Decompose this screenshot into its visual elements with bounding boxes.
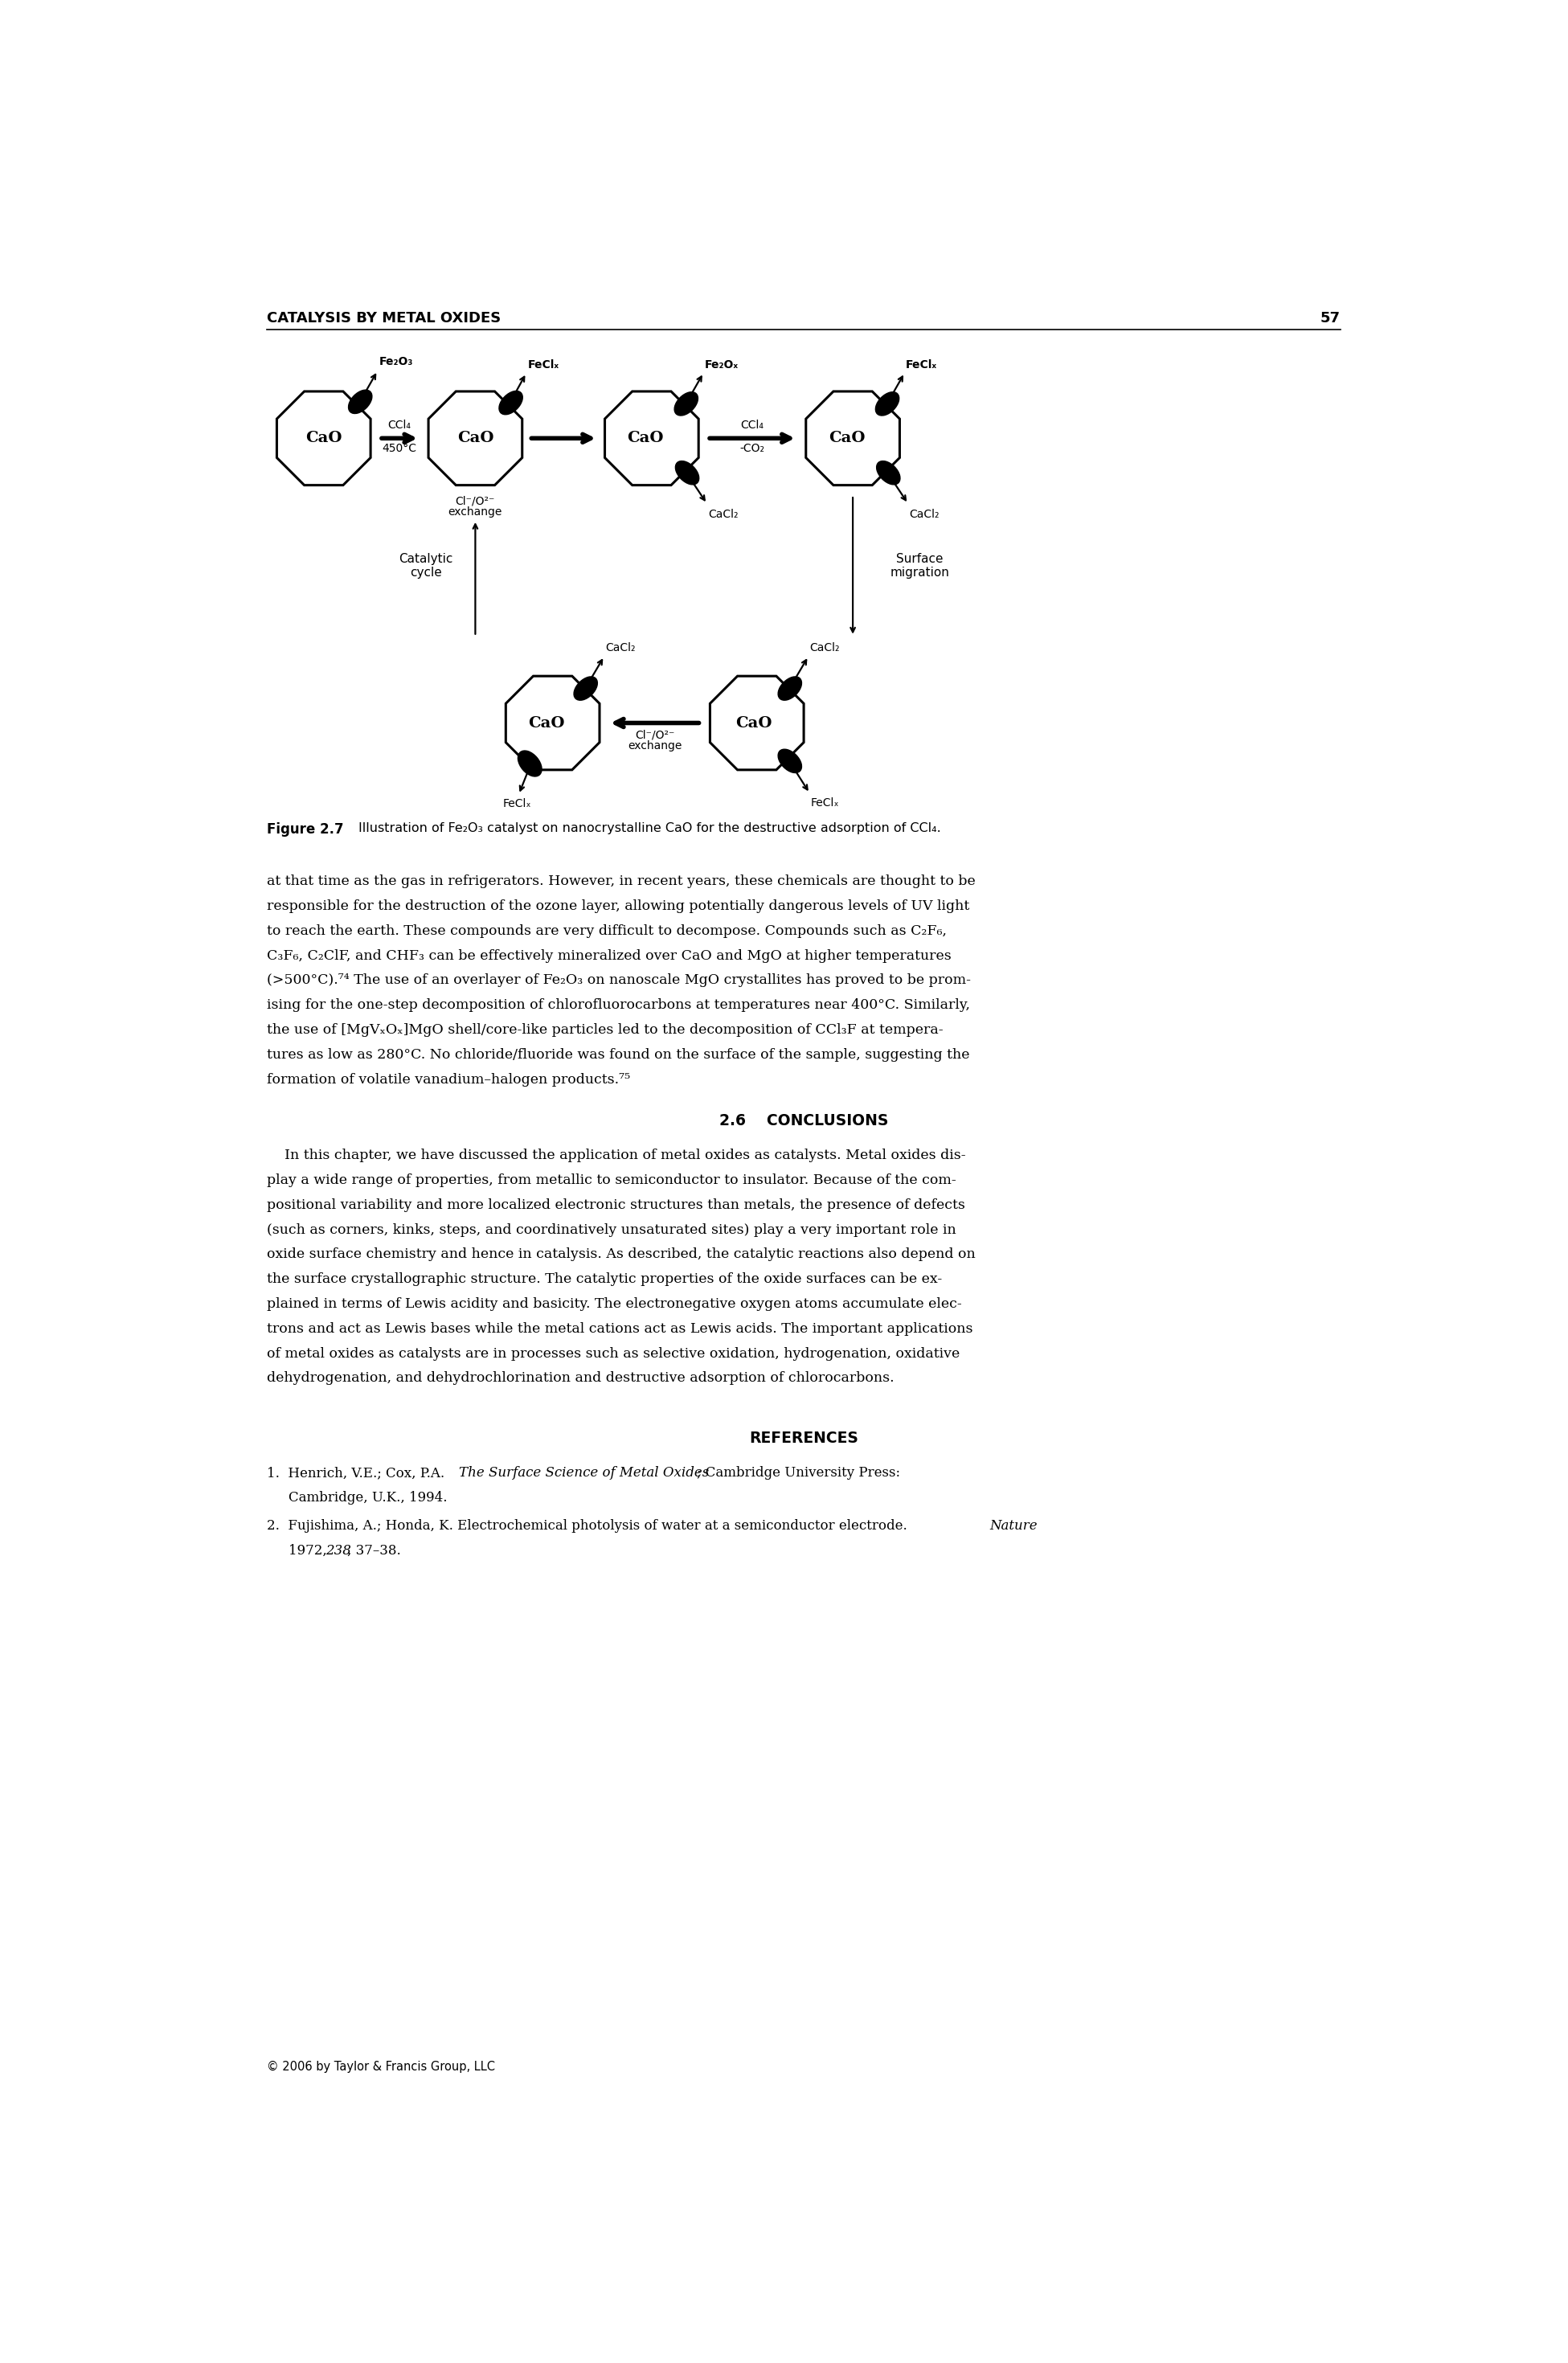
Ellipse shape	[877, 461, 900, 484]
Polygon shape	[806, 392, 900, 484]
Text: tures as low as 280°C. No chloride/fluoride was found on the surface of the samp: tures as low as 280°C. No chloride/fluor…	[267, 1047, 969, 1061]
Text: Figure 2.7: Figure 2.7	[267, 822, 343, 837]
Text: FeClₓ: FeClₓ	[906, 359, 938, 371]
Text: 1.  Henrich, V.E.; Cox, P.A.: 1. Henrich, V.E.; Cox, P.A.	[267, 1465, 448, 1479]
Text: play a wide range of properties, from metallic to semiconductor to insulator. Be: play a wide range of properties, from me…	[267, 1174, 956, 1186]
Text: CaO: CaO	[735, 716, 771, 730]
Ellipse shape	[517, 751, 541, 777]
Text: (>500°C).⁷⁴ The use of an overlayer of Fe₂O₃ on nanoscale MgO crystallites has p: (>500°C).⁷⁴ The use of an overlayer of F…	[267, 974, 971, 988]
Polygon shape	[428, 392, 522, 484]
Text: FeClₓ: FeClₓ	[527, 359, 558, 371]
Text: 450°C: 450°C	[383, 444, 417, 454]
Text: 2.  Fujishima, A.; Honda, K. Electrochemical photolysis of water at a semiconduc: 2. Fujishima, A.; Honda, K. Electrochemi…	[267, 1519, 911, 1534]
Ellipse shape	[778, 676, 801, 699]
Text: CaCl₂: CaCl₂	[809, 643, 840, 655]
Text: CaCl₂: CaCl₂	[909, 508, 939, 520]
Ellipse shape	[499, 390, 522, 414]
Text: 57: 57	[1320, 312, 1341, 326]
Text: FeClₓ: FeClₓ	[503, 799, 532, 811]
Text: , 37–38.: , 37–38.	[347, 1543, 401, 1557]
Text: Fe₂O₃: Fe₂O₃	[379, 357, 412, 369]
Text: CaO: CaO	[528, 716, 564, 730]
Text: exchange: exchange	[627, 740, 682, 751]
Text: 2.6    CONCLUSIONS: 2.6 CONCLUSIONS	[720, 1113, 887, 1127]
Text: CCl₄: CCl₄	[740, 421, 764, 430]
Text: Cl⁻/O²⁻: Cl⁻/O²⁻	[635, 730, 674, 740]
Ellipse shape	[676, 461, 699, 484]
Text: exchange: exchange	[448, 506, 502, 517]
Text: CaCl₂: CaCl₂	[605, 643, 635, 655]
Text: CaO: CaO	[306, 430, 342, 447]
Text: the use of [MgVₓOₓ]MgO shell/core-like particles led to the decomposition of CCl: the use of [MgVₓOₓ]MgO shell/core-like p…	[267, 1023, 944, 1037]
Text: positional variability and more localized electronic structures than metals, the: positional variability and more localize…	[267, 1198, 964, 1212]
Polygon shape	[605, 392, 699, 484]
Text: Nature: Nature	[989, 1519, 1038, 1534]
Text: © 2006 by Taylor & Francis Group, LLC: © 2006 by Taylor & Francis Group, LLC	[267, 2061, 495, 2072]
Text: ; Cambridge University Press:: ; Cambridge University Press:	[696, 1465, 900, 1479]
Text: the surface crystallographic structure. The catalytic properties of the oxide su: the surface crystallographic structure. …	[267, 1274, 942, 1285]
Text: Cl⁻/O²⁻: Cl⁻/O²⁻	[455, 496, 495, 506]
Text: 238: 238	[326, 1543, 351, 1557]
Text: Cambridge, U.K., 1994.: Cambridge, U.K., 1994.	[289, 1491, 447, 1505]
Text: of metal oxides as catalysts are in processes such as selective oxidation, hydro: of metal oxides as catalysts are in proc…	[267, 1347, 960, 1361]
Ellipse shape	[674, 392, 698, 416]
Ellipse shape	[778, 749, 801, 773]
Text: The Surface Science of Metal Oxides: The Surface Science of Metal Oxides	[458, 1465, 709, 1479]
Text: CATALYSIS BY METAL OXIDES: CATALYSIS BY METAL OXIDES	[267, 312, 500, 326]
Text: 1.  Henrich, V.E.; Cox, P.A.: 1. Henrich, V.E.; Cox, P.A.	[267, 1465, 448, 1479]
Polygon shape	[710, 676, 804, 770]
Text: 1972,: 1972,	[289, 1543, 331, 1557]
Text: CCl₄: CCl₄	[387, 421, 411, 430]
Text: CaO: CaO	[627, 430, 663, 447]
Ellipse shape	[348, 390, 372, 414]
Text: Catalytic
cycle: Catalytic cycle	[398, 553, 453, 579]
Text: -CO₂: -CO₂	[740, 444, 765, 454]
Text: C₃F₆, C₂ClF, and CHF₃ can be effectively mineralized over CaO and MgO at higher : C₃F₆, C₂ClF, and CHF₃ can be effectively…	[267, 950, 952, 962]
Text: (such as corners, kinks, steps, and coordinatively unsaturated sites) play a ver: (such as corners, kinks, steps, and coor…	[267, 1224, 956, 1236]
Text: Surface
migration: Surface migration	[891, 553, 949, 579]
Text: formation of volatile vanadium–halogen products.⁷⁵: formation of volatile vanadium–halogen p…	[267, 1073, 630, 1087]
Ellipse shape	[574, 676, 597, 699]
Ellipse shape	[875, 392, 898, 416]
Text: CaO: CaO	[828, 430, 866, 447]
Text: dehydrogenation, and dehydrochlorination and destructive adsorption of chlorocar: dehydrogenation, and dehydrochlorination…	[267, 1371, 894, 1385]
Polygon shape	[278, 392, 370, 484]
Text: ising for the one-step decomposition of chlorofluorocarbons at temperatures near: ising for the one-step decomposition of …	[267, 1000, 971, 1011]
Text: Fe₂Oₓ: Fe₂Oₓ	[704, 359, 739, 371]
Text: to reach the earth. These compounds are very difficult to decompose. Compounds s: to reach the earth. These compounds are …	[267, 924, 947, 938]
Text: FeClₓ: FeClₓ	[811, 796, 839, 808]
Text: trons and act as Lewis bases while the metal cations act as Lewis acids. The imp: trons and act as Lewis bases while the m…	[267, 1321, 972, 1335]
Text: at that time as the gas in refrigerators. However, in recent years, these chemic: at that time as the gas in refrigerators…	[267, 874, 975, 888]
Text: REFERENCES: REFERENCES	[750, 1430, 858, 1446]
Text: Illustration of Fe₂O₃ catalyst on nanocrystalline CaO for the destructive adsorp: Illustration of Fe₂O₃ catalyst on nanocr…	[359, 822, 941, 834]
Text: CaCl₂: CaCl₂	[709, 508, 739, 520]
Text: plained in terms of Lewis acidity and basicity. The electronegative oxygen atoms: plained in terms of Lewis acidity and ba…	[267, 1297, 961, 1311]
Text: CaO: CaO	[456, 430, 494, 447]
Text: responsible for the destruction of the ozone layer, allowing potentially dangero: responsible for the destruction of the o…	[267, 900, 969, 912]
Text: oxide surface chemistry and hence in catalysis. As described, the catalytic reac: oxide surface chemistry and hence in cat…	[267, 1248, 975, 1262]
Polygon shape	[506, 676, 599, 770]
Text: In this chapter, we have discussed the application of metal oxides as catalysts.: In this chapter, we have discussed the a…	[267, 1148, 966, 1163]
